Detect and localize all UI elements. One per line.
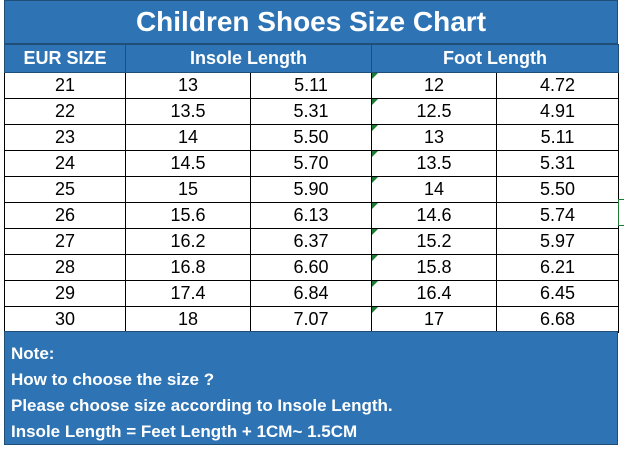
foot-inch-cell[interactable]: 5.50: [496, 176, 619, 203]
insole-inch-cell[interactable]: 7.07: [250, 306, 372, 333]
insole-cm-cell[interactable]: 14.5: [125, 150, 251, 177]
foot-cm-cell[interactable]: 15.8: [371, 254, 497, 281]
foot-cm-cell[interactable]: 17: [371, 306, 497, 333]
insole-cm-cell[interactable]: 16.8: [125, 254, 251, 281]
foot-inch-cell[interactable]: 4.91: [496, 98, 619, 125]
foot-cm-cell[interactable]: 13: [371, 124, 497, 151]
table-body: 21 13 5.11 12 4.72 22 13.5 5.31 12.5 4.91 23 14 5.50…: [4, 72, 619, 333]
insole-inch-cell[interactable]: 6.37: [250, 228, 372, 255]
foot-cm-cell[interactable]: 13.5: [371, 150, 497, 177]
table-row: 22 13.5 5.31 12.5 4.91: [4, 98, 619, 125]
insole-inch-cell[interactable]: 5.90: [250, 176, 372, 203]
foot-inch-cell[interactable]: 5.97: [496, 228, 619, 255]
insole-cm-cell[interactable]: 16.2: [125, 228, 251, 255]
table-row: 21 13 5.11 12 4.72: [4, 72, 619, 99]
eur-size-cell[interactable]: 21: [4, 72, 126, 99]
insole-cm-cell[interactable]: 17.4: [125, 280, 251, 307]
header-foot-length: Foot Length: [371, 44, 619, 73]
insole-inch-cell[interactable]: 5.31: [250, 98, 372, 125]
eur-size-cell[interactable]: 30: [4, 306, 126, 333]
table-row: 28 16.8 6.60 15.8 6.21: [4, 254, 619, 281]
insole-inch-cell[interactable]: 6.60: [250, 254, 372, 281]
table-row: 23 14 5.50 13 5.11: [4, 124, 619, 151]
eur-size-cell[interactable]: 23: [4, 124, 126, 151]
table-row: 27 16.2 6.37 15.2 5.97: [4, 228, 619, 255]
insole-inch-cell[interactable]: 5.50: [250, 124, 372, 151]
header-insole-length: Insole Length: [125, 44, 372, 73]
table-row: 30 18 7.07 17 6.68: [4, 306, 619, 333]
insole-cm-cell[interactable]: 18: [125, 306, 251, 333]
note-heading: Note:: [11, 344, 55, 363]
table-row: 26 15.6 6.13 14.6 5.74: [4, 202, 619, 229]
eur-size-cell[interactable]: 25: [4, 176, 126, 203]
selected-cell-marker: [618, 199, 624, 226]
insole-cm-cell[interactable]: 13: [125, 72, 251, 99]
foot-cm-cell[interactable]: 16.4: [371, 280, 497, 307]
foot-cm-cell[interactable]: 14.6: [371, 202, 497, 229]
note-box: Note: How to choose the size ? Please ch…: [4, 331, 618, 445]
foot-cm-cell[interactable]: 12.5: [371, 98, 497, 125]
table-row: 24 14.5 5.70 13.5 5.31: [4, 150, 619, 177]
foot-cm-cell[interactable]: 15.2: [371, 228, 497, 255]
eur-size-cell[interactable]: 28: [4, 254, 126, 281]
foot-inch-cell[interactable]: 6.45: [496, 280, 619, 307]
insole-inch-cell[interactable]: 5.70: [250, 150, 372, 177]
eur-size-cell[interactable]: 29: [4, 280, 126, 307]
eur-size-cell[interactable]: 26: [4, 202, 126, 229]
insole-inch-cell[interactable]: 5.11: [250, 72, 372, 99]
foot-cm-cell[interactable]: 12: [371, 72, 497, 99]
foot-inch-cell[interactable]: 4.72: [496, 72, 619, 99]
header-eur-size: EUR SIZE: [4, 44, 126, 73]
note-formula: Insole Length = Feet Length + 1CM~ 1.5CM: [11, 422, 358, 441]
foot-inch-cell[interactable]: 5.11: [496, 124, 619, 151]
table-row: 25 15 5.90 14 5.50: [4, 176, 619, 203]
table-header-row: EUR SIZE Insole Length Foot Length: [4, 44, 619, 73]
insole-cm-cell[interactable]: 15.6: [125, 202, 251, 229]
note-question: How to choose the size ?: [11, 370, 215, 389]
insole-cm-cell[interactable]: 15: [125, 176, 251, 203]
foot-cm-cell[interactable]: 14: [371, 176, 497, 203]
eur-size-cell[interactable]: 27: [4, 228, 126, 255]
insole-cm-cell[interactable]: 14: [125, 124, 251, 151]
foot-inch-cell[interactable]: 5.31: [496, 150, 619, 177]
chart-title: Children Shoes Size Chart: [4, 0, 618, 44]
foot-inch-cell[interactable]: 6.21: [496, 254, 619, 281]
insole-inch-cell[interactable]: 6.84: [250, 280, 372, 307]
insole-inch-cell[interactable]: 6.13: [250, 202, 372, 229]
table-row: 29 17.4 6.84 16.4 6.45: [4, 280, 619, 307]
size-table: EUR SIZE Insole Length Foot Length 21 13 5…: [4, 44, 619, 333]
foot-inch-cell[interactable]: 6.68: [496, 306, 619, 333]
note-instruction: Please choose size according to Insole L…: [11, 396, 393, 415]
insole-cm-cell[interactable]: 13.5: [125, 98, 251, 125]
eur-size-cell[interactable]: 22: [4, 98, 126, 125]
foot-inch-cell[interactable]: 5.74: [496, 202, 619, 229]
eur-size-cell[interactable]: 24: [4, 150, 126, 177]
